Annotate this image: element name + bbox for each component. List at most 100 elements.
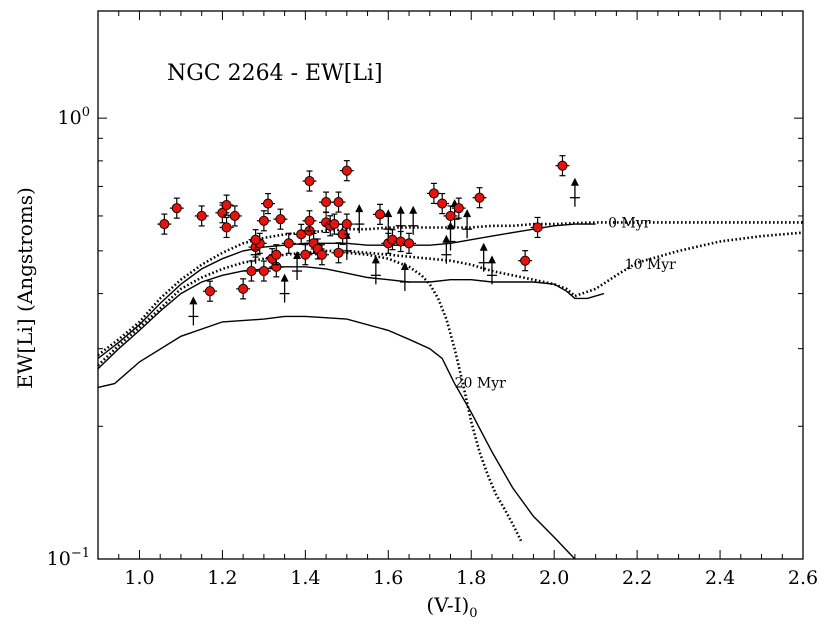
upper-limit-arrowhead (570, 177, 579, 186)
tick-labels: 1.0 1.2 1.4 1.6 1.8 2.0 2.2 2.4 2.6 10−1 100 (47, 105, 818, 589)
detection-point-1 (169, 197, 184, 219)
detection-marker (304, 175, 315, 187)
x-axis-title: (V-I)0 (426, 593, 477, 621)
upper-limit-arrowhead (442, 234, 451, 243)
detection-marker (453, 203, 464, 214)
upper-limit-arrowhead (479, 242, 488, 251)
upper-limit-arrowhead (396, 205, 405, 214)
detection-marker (258, 265, 269, 277)
detection-point-7 (202, 280, 217, 302)
detection-marker (221, 222, 232, 233)
detection-point-38 (373, 203, 387, 225)
detection-marker (333, 197, 344, 208)
x-tick-label: 1.2 (207, 567, 237, 589)
detection-marker (221, 200, 232, 211)
detection-point-9 (244, 260, 259, 282)
detection-point-45 (443, 205, 458, 227)
x-axis-title-subscript: 0 (469, 606, 477, 621)
detection-marker (171, 203, 182, 214)
detection-point-13 (256, 260, 271, 282)
upper-limit-0 (188, 296, 199, 326)
upper-limit-arrowhead (400, 261, 409, 270)
model-labels: 0 Myr 10 Myr 20 Myr (455, 215, 677, 391)
detection-marker (395, 236, 406, 247)
x-tick-label: 1.0 (124, 567, 154, 589)
detection-marker (250, 234, 261, 245)
detection-marker (304, 215, 315, 226)
detection-marker (557, 160, 568, 171)
upper-limit-6 (370, 255, 381, 285)
detection-point-42 (402, 232, 417, 254)
x-tick-label: 2.4 (705, 567, 735, 589)
detection-point-0 (157, 213, 172, 235)
detection-point-44 (435, 192, 450, 215)
chart-title: NGC 2264 - EW[Li] (167, 61, 383, 86)
upper-limit-arrowhead (487, 255, 496, 264)
detection-marker (333, 247, 344, 258)
detection-point-2 (194, 205, 209, 227)
x-tick-label: 2.6 (788, 567, 818, 589)
detection-point-37 (339, 160, 354, 182)
upper-limit-14 (462, 209, 473, 239)
model-label-2: 10 Myr (625, 257, 677, 273)
upper-limit-15 (478, 242, 489, 272)
upper-limit-arrowhead (384, 209, 393, 218)
detection-marker (196, 210, 207, 221)
x-tick-label: 1.8 (456, 567, 486, 589)
upper-limit-arrowhead (189, 296, 198, 305)
upper-limit-arrowhead (355, 204, 364, 213)
detection-point-5 (219, 216, 234, 239)
model-curve-5 (346, 251, 523, 542)
x-tick-label: 2.2 (622, 567, 652, 589)
x-tick-label: 1.4 (290, 567, 320, 589)
detection-point-29 (319, 191, 334, 213)
detection-marker (262, 198, 274, 209)
upper-limit-2 (279, 273, 290, 303)
detection-point-20 (281, 232, 296, 254)
model-label-4: 20 Myr (455, 375, 507, 391)
model-label-0: 0 Myr (608, 215, 651, 231)
detection-point-32 (331, 242, 346, 264)
detection-marker (271, 249, 282, 260)
detection-point-8 (236, 278, 251, 300)
detection-marker (300, 249, 311, 260)
upper-limit-10 (408, 205, 419, 235)
detection-point-19 (273, 208, 288, 230)
detection-point-46 (451, 197, 466, 219)
upper-limit-arrowhead (463, 209, 472, 218)
upper-limit-11 (441, 234, 452, 264)
detection-point-12 (248, 229, 263, 251)
detection-marker (428, 188, 439, 199)
detection-point-6 (227, 205, 242, 227)
detection-marker (283, 238, 294, 249)
detection-marker (329, 219, 340, 230)
upper-limit-3 (292, 251, 303, 281)
detection-marker (275, 214, 286, 225)
detection-marker (204, 286, 216, 297)
model-curve-4 (97, 315, 576, 560)
upper-limit-arrowhead (293, 251, 302, 260)
detection-marker (374, 209, 386, 220)
upper-limit-9 (399, 261, 410, 291)
detection-marker (532, 222, 543, 233)
model-curve-3 (97, 231, 804, 367)
y-tick-label: 100 (58, 105, 90, 129)
upper-limit-arrowhead (280, 273, 289, 282)
upper-limit-17 (569, 177, 580, 207)
detection-point-33 (331, 191, 346, 213)
y-axis-title: EW[Li] (Angstroms) (13, 187, 37, 389)
upper-limit-5 (354, 204, 365, 234)
y-tick-label: 10−1 (47, 546, 90, 570)
detection-points (157, 155, 570, 302)
axis-ticks (97, 11, 804, 560)
detection-marker (316, 249, 327, 260)
detection-marker (520, 255, 531, 266)
detection-marker (321, 197, 332, 208)
detection-marker (403, 238, 415, 249)
detection-marker (229, 210, 240, 221)
detection-point-21 (294, 223, 309, 245)
detection-marker (246, 265, 257, 277)
upper-limit-arrowhead (409, 205, 418, 214)
detection-point-47 (472, 187, 487, 209)
